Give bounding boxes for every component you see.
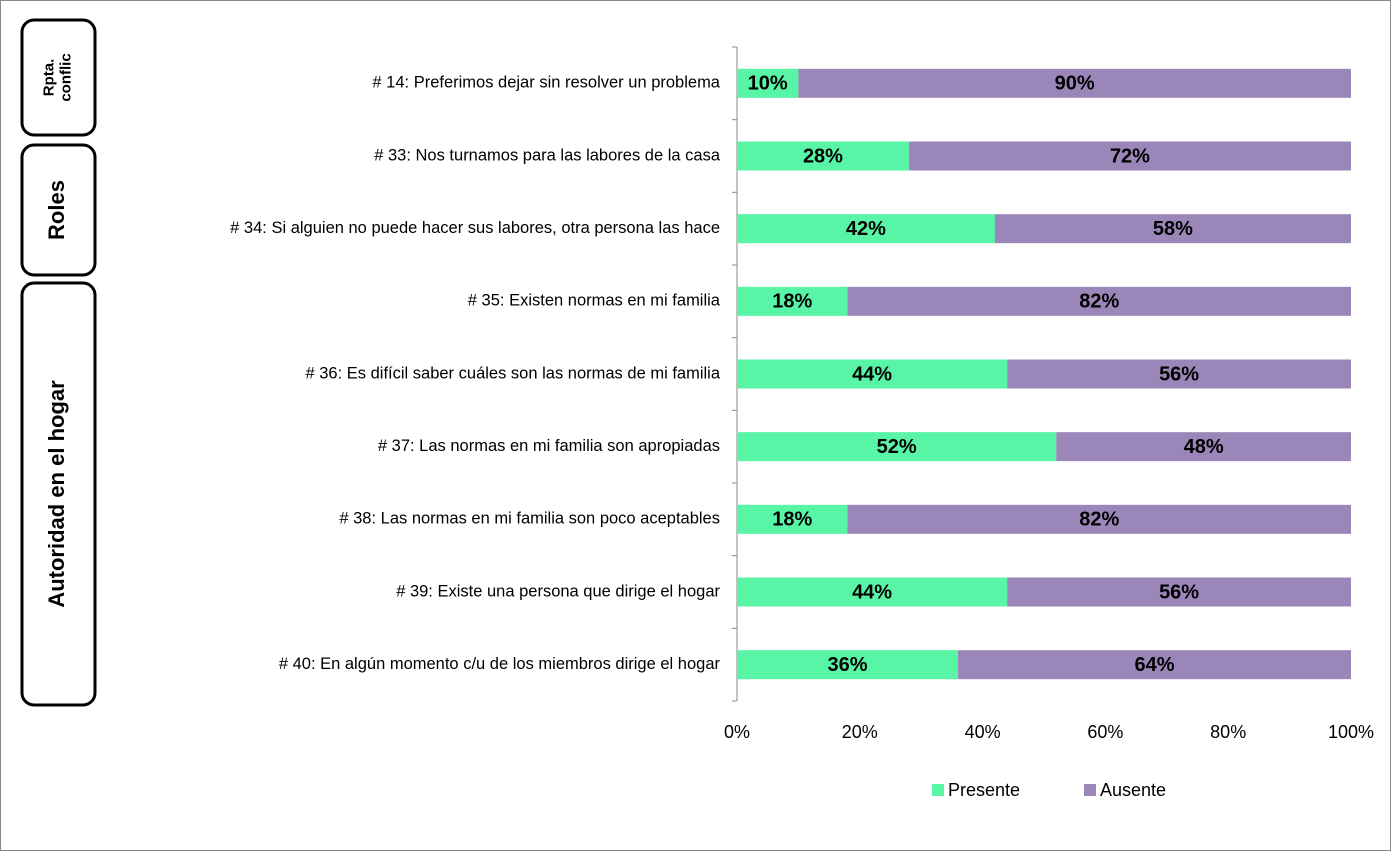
bar-segment	[737, 504, 848, 534]
category-label: # 34: Si alguien no puede hacer sus labo…	[230, 219, 720, 237]
value-label: 82%	[1079, 509, 1119, 531]
x-tick-label: 0%	[724, 722, 750, 742]
bar-segment	[737, 650, 959, 680]
value-label: 18%	[772, 509, 812, 531]
bar-segment	[847, 286, 1351, 316]
bar-segment	[908, 141, 1351, 171]
value-label: 36%	[828, 654, 868, 676]
value-label: 10%	[748, 73, 788, 95]
group-box	[20, 18, 97, 137]
value-label: 44%	[852, 581, 892, 603]
bar-segment	[1056, 432, 1351, 462]
legend-label: Presente	[948, 780, 1020, 800]
category-label: # 35: Existen normas en mi familia	[468, 292, 721, 310]
bar-segment	[737, 432, 1057, 462]
value-label: 58%	[1153, 218, 1193, 240]
bar-segment	[737, 214, 995, 244]
category-label: # 36: Es difícil saber cuáles son las no…	[305, 364, 720, 382]
bar-segment	[737, 68, 799, 98]
category-label: # 38: Las normas en mi familia son poco …	[339, 510, 720, 528]
legend-swatch	[932, 784, 944, 796]
bar-segment	[1007, 359, 1351, 389]
value-label: 44%	[852, 363, 892, 385]
x-tick-label: 60%	[1087, 722, 1123, 742]
value-label: 42%	[846, 218, 886, 240]
bar-segment	[994, 214, 1351, 244]
category-label: # 37: Las normas en mi familia son aprop…	[378, 437, 720, 455]
category-label: # 33: Nos turnamos para las labores de l…	[374, 146, 721, 164]
bar-segment	[737, 577, 1008, 607]
value-label: 90%	[1055, 73, 1095, 95]
value-label: 72%	[1110, 145, 1150, 167]
x-tick-label: 100%	[1328, 722, 1374, 742]
bar-segment	[737, 359, 1008, 389]
group-label: Roles	[44, 180, 69, 240]
value-label: 18%	[772, 291, 812, 313]
group-label: Rpta.conflic	[40, 53, 74, 101]
bar-segment	[1007, 577, 1351, 607]
bar-segment	[847, 504, 1351, 534]
group-label: Autoridad en el hogar	[44, 380, 69, 608]
bar-segment	[737, 286, 848, 316]
value-label: 48%	[1184, 436, 1224, 458]
group-box	[20, 143, 97, 277]
bar-segment	[958, 650, 1351, 680]
bar-segment	[737, 141, 909, 171]
value-label: 64%	[1135, 654, 1175, 676]
bar-segment	[798, 68, 1351, 98]
group-box	[20, 281, 97, 707]
value-label: 28%	[803, 145, 843, 167]
category-label: # 39: Existe una persona que dirige el h…	[396, 582, 720, 600]
value-label: 56%	[1159, 363, 1199, 385]
x-tick-label: 40%	[965, 722, 1001, 742]
category-label: # 40: En algún momento c/u de los miembr…	[279, 655, 721, 673]
value-label: 52%	[877, 436, 917, 458]
legend-swatch	[1084, 784, 1096, 796]
category-label: # 14: Preferimos dejar sin resolver un p…	[372, 74, 720, 92]
x-tick-label: 80%	[1210, 722, 1246, 742]
value-label: 56%	[1159, 581, 1199, 603]
legend-label: Ausente	[1100, 780, 1166, 800]
x-tick-label: 20%	[842, 722, 878, 742]
value-label: 82%	[1079, 291, 1119, 313]
